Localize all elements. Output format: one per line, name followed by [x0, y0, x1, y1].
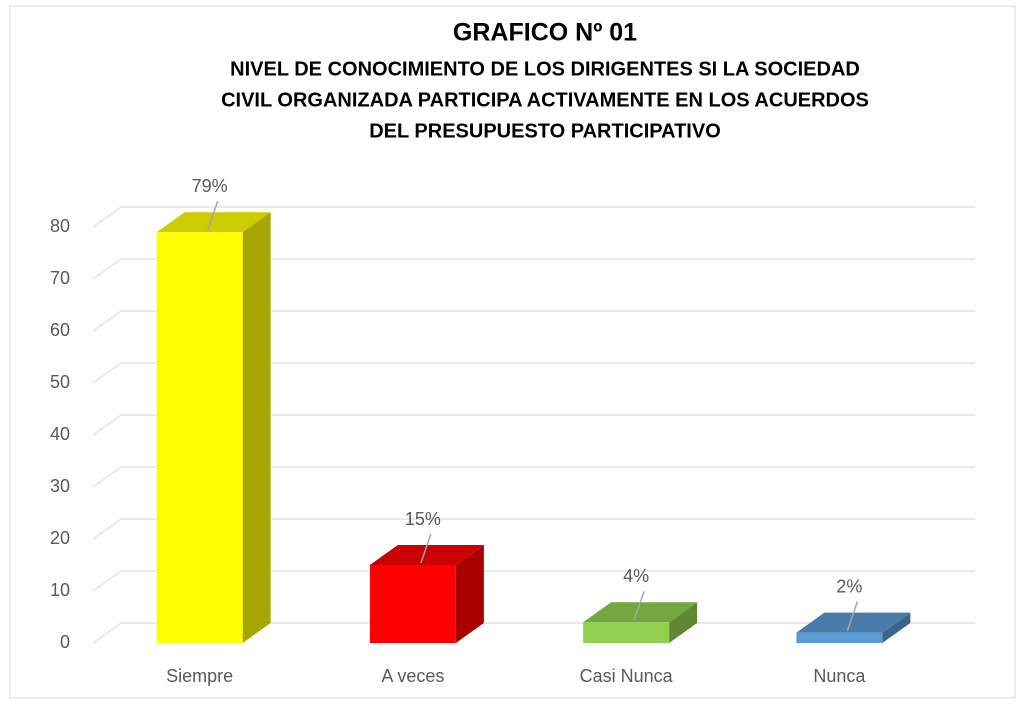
bar	[369, 545, 484, 643]
bar-front	[156, 232, 243, 643]
bar-top	[369, 545, 484, 565]
chart-subtitle: NIVEL DE CONOCIMIENTO DE LOS DIRIGENTES …	[230, 58, 860, 80]
y-tick-label: 70	[50, 268, 70, 288]
bar	[796, 612, 911, 643]
x-tick-label: Casi Nunca	[580, 666, 674, 686]
bar-side	[882, 612, 911, 643]
bar-top	[156, 212, 271, 233]
bar-front	[583, 622, 670, 643]
grid-line	[92, 310, 975, 332]
bar-top	[796, 612, 911, 633]
chart-subtitle: DEL PRESUPUESTO PARTICIPATIVO	[369, 120, 721, 142]
x-tick-label: Nunca	[813, 666, 866, 686]
grid-line	[92, 258, 975, 280]
leader-line	[420, 533, 432, 564]
bar-front	[369, 565, 456, 643]
data-label: 15%	[405, 509, 441, 529]
data-label: 79%	[192, 176, 228, 196]
grid-line	[92, 466, 975, 488]
y-tick-label: 50	[50, 372, 70, 392]
y-tick-label: 10	[50, 580, 70, 600]
leader-line	[206, 200, 219, 231]
grid-line	[92, 362, 975, 384]
grid-line	[92, 206, 975, 228]
grid-line	[92, 518, 975, 540]
y-tick-label: 0	[60, 632, 70, 652]
bar-front	[796, 632, 883, 643]
y-tick-label: 30	[50, 476, 70, 496]
leader-line	[633, 590, 645, 621]
chart-subtitle: CIVIL ORGANIZADA PARTICIPA ACTIVAMENTE E…	[221, 89, 869, 111]
y-tick-label: 40	[50, 424, 70, 444]
grid-line	[92, 414, 975, 436]
data-label: 4%	[623, 566, 649, 586]
bar-side	[242, 212, 271, 643]
bar-top	[583, 602, 698, 623]
y-tick-label: 20	[50, 528, 70, 548]
y-tick-label: 80	[50, 216, 70, 236]
bar	[156, 212, 271, 643]
y-tick-label: 60	[50, 320, 70, 340]
bar-side	[455, 545, 484, 643]
bar	[583, 602, 698, 643]
x-tick-label: Siempre	[166, 666, 233, 686]
grid-line	[92, 570, 975, 592]
leader-line	[846, 601, 859, 631]
data-label: 2%	[836, 576, 862, 596]
x-tick-label: A veces	[381, 666, 444, 686]
bar-side	[669, 602, 698, 643]
chart-title: GRAFICO Nº 01	[453, 19, 637, 47]
